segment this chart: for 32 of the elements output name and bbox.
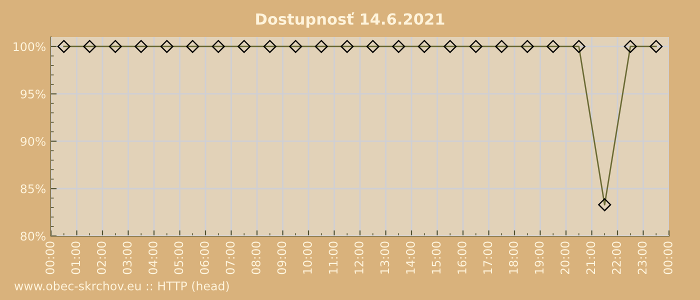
x-tick-label: 08:00 xyxy=(251,242,260,274)
x-tick-label: 19:00 xyxy=(534,242,544,274)
x-tick-label: 11:00 xyxy=(328,242,338,274)
x-tick-label: 17:00 xyxy=(483,242,492,274)
y-tick-label: 90% xyxy=(20,136,46,146)
x-tick-label: 10:00 xyxy=(302,242,312,274)
x-tick-label: 04:00 xyxy=(148,242,158,274)
x-tick-label: 06:00 xyxy=(200,242,209,274)
x-tick-label: 13:00 xyxy=(380,242,390,274)
x-tick-label: 12:00 xyxy=(354,242,364,274)
x-tick-label: 00:00 xyxy=(663,242,672,274)
y-tick-label: 85% xyxy=(20,184,46,194)
x-tick-label: 01:00 xyxy=(71,242,80,274)
x-tick-label: 21:00 xyxy=(586,242,596,274)
y-tick-label: 100% xyxy=(14,42,46,52)
x-tick-label: 16:00 xyxy=(457,242,466,274)
y-tick-label: 80% xyxy=(20,232,46,241)
x-tick-label: 05:00 xyxy=(174,242,184,274)
text: www.obec-skrchov.eu :: HTTP (head) xyxy=(14,281,229,292)
x-tick-label: 14:00 xyxy=(406,242,415,274)
chart-title: Dostupnosť 14.6.2021 xyxy=(256,12,444,28)
y-tick-label: 95% xyxy=(20,90,46,99)
x-tick-label: 03:00 xyxy=(122,242,132,274)
x-tick-label: 00:00 xyxy=(45,242,54,274)
x-tick-label: 22:00 xyxy=(612,242,621,274)
x-tick-label: 07:00 xyxy=(226,242,235,274)
x-tick-label: 02:00 xyxy=(96,242,106,274)
x-tick-label: 18:00 xyxy=(508,242,518,274)
x-tick-label: 20:00 xyxy=(560,242,570,274)
x-tick-label: 09:00 xyxy=(277,242,286,274)
x-tick-label: 15:00 xyxy=(432,242,441,274)
x-tick-label: 23:00 xyxy=(638,242,647,274)
